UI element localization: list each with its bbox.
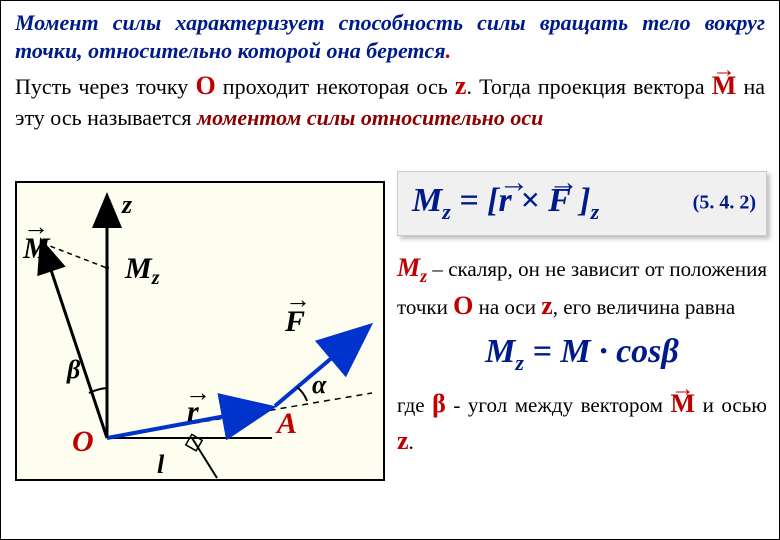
label-z: z [121, 190, 133, 219]
mz-point [105, 266, 109, 270]
diagram: z l → r A → F α → M [15, 181, 385, 481]
label-r: r [187, 395, 199, 428]
p3-O: O [453, 291, 473, 320]
term-moment: моментом силы относительно оси [197, 105, 543, 130]
intro-2a: Пусть через точку [15, 74, 195, 99]
p3-Mz: Mz [397, 253, 427, 282]
label-beta: β [66, 355, 81, 384]
label-l: l [157, 450, 165, 479]
p4-c: и осью [695, 393, 767, 417]
formula-2-wrap: Mz = M · cosβ [397, 333, 767, 376]
where-paragraph: где β - угол между вектором →M и осью z. [397, 386, 767, 459]
definition-period: . [446, 38, 452, 63]
p3-d: , его величина равна [553, 295, 735, 319]
label-M: M [22, 232, 51, 265]
formula-1: Mz = [→r × →F ]z [412, 182, 599, 219]
intro-2b: проходит некоторая ось [216, 74, 455, 99]
label-alpha: α [312, 370, 327, 399]
formula-1-box: Mz = [→r × →F ]z (5. 4. 2) [397, 171, 767, 236]
mz-dashed [42, 243, 107, 268]
definition-paragraph: Момент силы характеризует способность си… [15, 9, 765, 64]
label-Mz: Mz [124, 252, 160, 289]
p4-M-vec: →M [671, 386, 696, 422]
label-A: A [275, 407, 297, 440]
label-F: F [284, 305, 305, 338]
p4-z: z [397, 426, 409, 455]
p4-beta: β [432, 389, 446, 418]
scalar-paragraph: Mz – скаляр, он не зависит от положения … [397, 250, 767, 324]
sym-M-vec: →M [712, 68, 737, 103]
perp-l [192, 438, 217, 478]
sym-z: z [455, 71, 467, 100]
intro-paragraph: Пусть через точку O проходит некоторая о… [15, 68, 765, 133]
diagram-svg: z l → r A → F α → M [17, 183, 383, 479]
sym-O: O [195, 71, 215, 100]
p3-z: z [541, 291, 553, 320]
intro-2c: . Тогда проекция вектора [466, 74, 711, 99]
equation-number: (5. 4. 2) [693, 192, 756, 215]
label-O: O [72, 425, 94, 458]
p3-c: на оси [473, 295, 541, 319]
p4-a: где [397, 393, 432, 417]
vector-M [42, 243, 107, 438]
p4-d: . [409, 430, 414, 454]
definition-text: Момент силы характеризует способность си… [15, 10, 765, 63]
p4-b: - угол между вектором [446, 393, 671, 417]
alpha-arc [297, 387, 307, 401]
formula-2: Mz = M · cosβ [485, 333, 679, 370]
